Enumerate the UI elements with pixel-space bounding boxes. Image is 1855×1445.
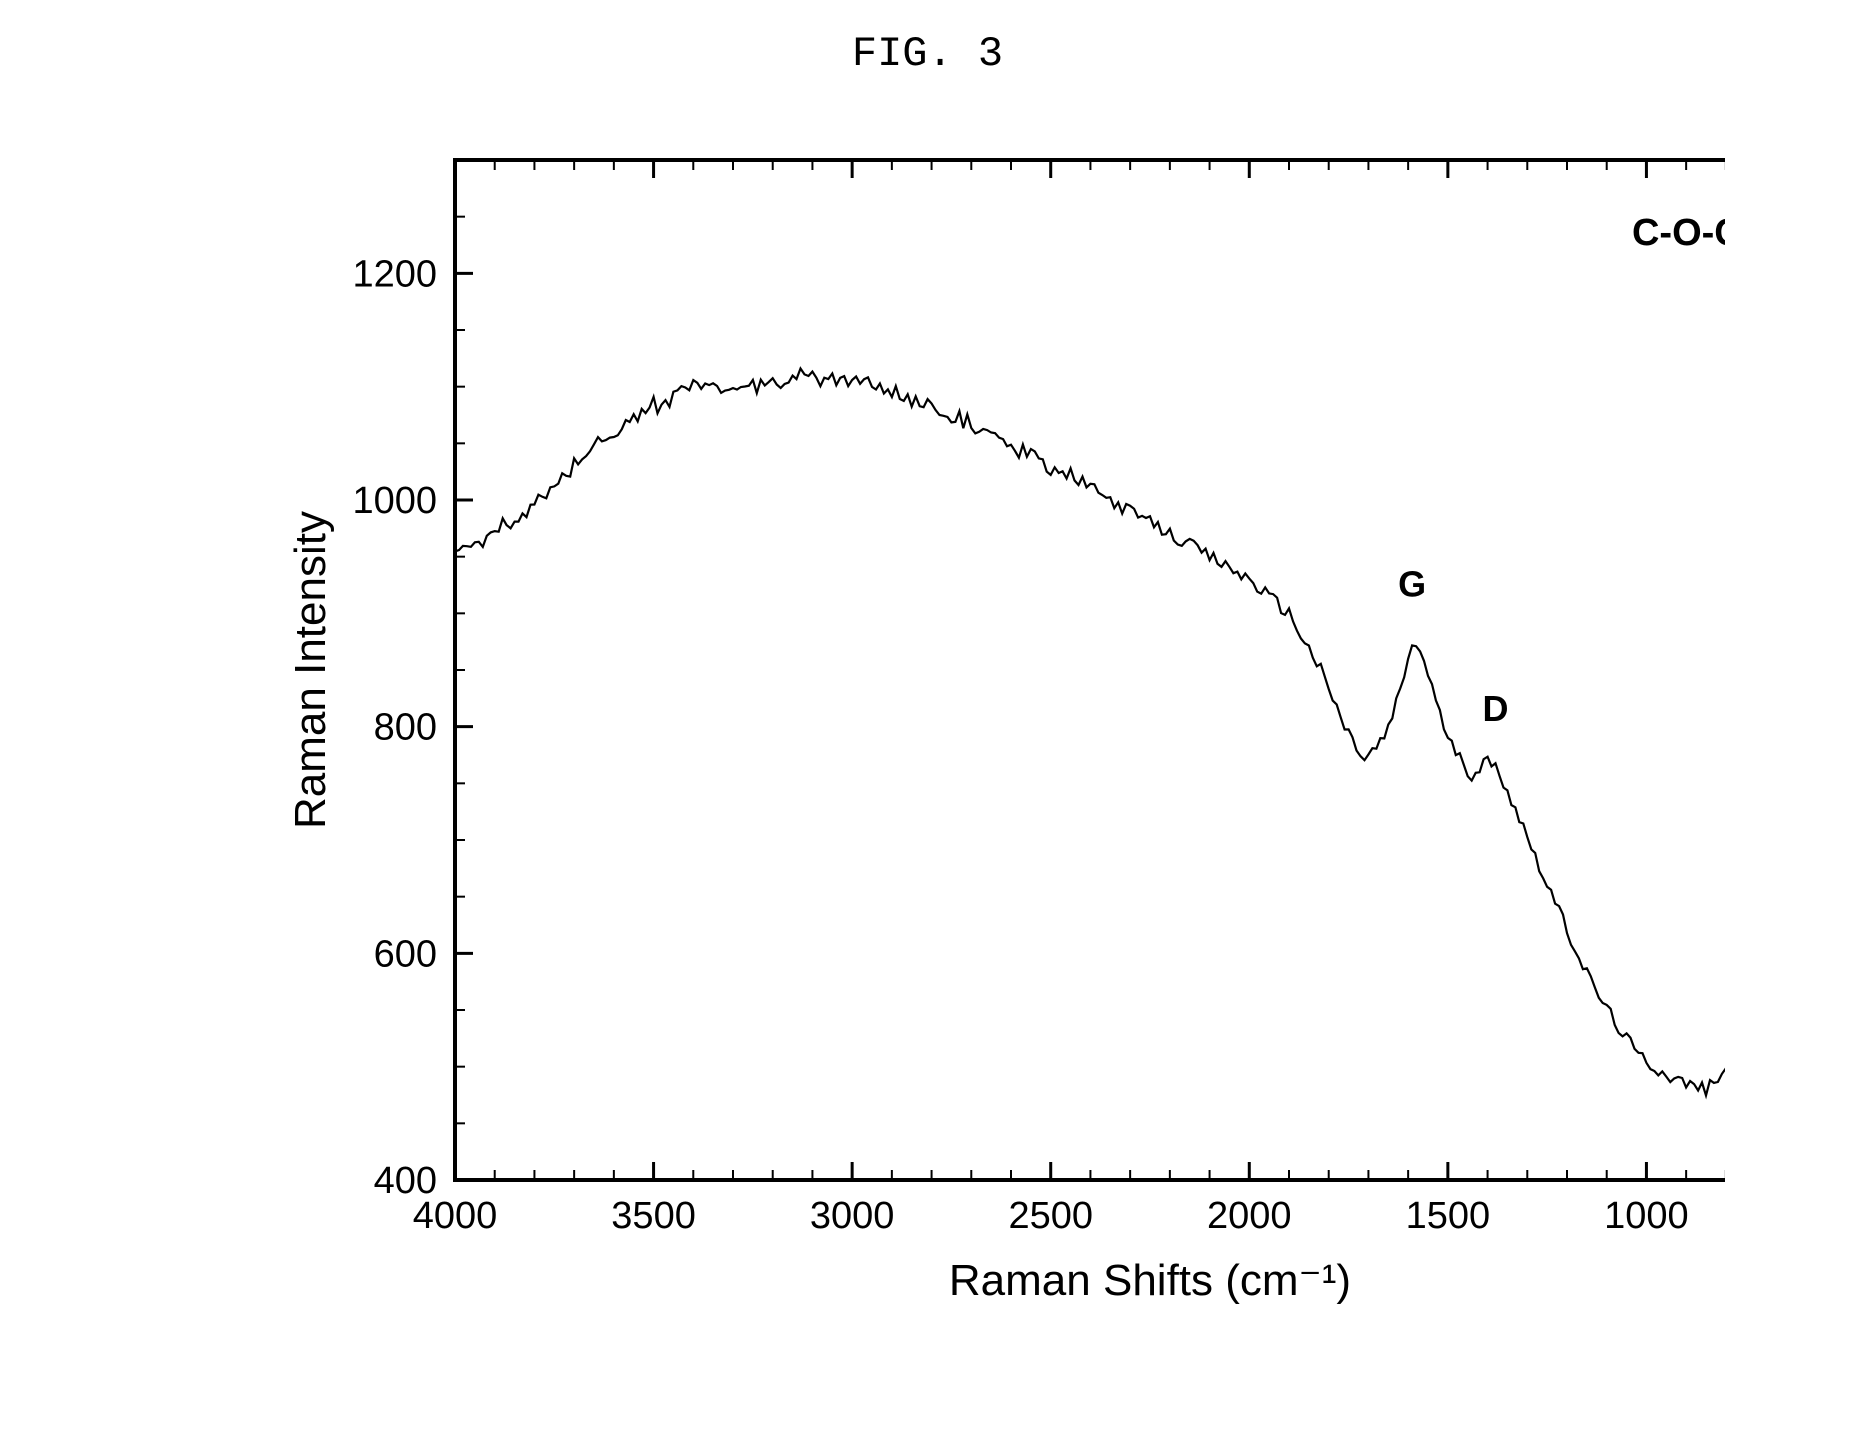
svg-text:2500: 2500 xyxy=(1008,1195,1093,1237)
svg-text:1200: 1200 xyxy=(352,253,437,295)
svg-text:2000: 2000 xyxy=(1207,1195,1292,1237)
svg-text:1000: 1000 xyxy=(1604,1195,1689,1237)
svg-text:3500: 3500 xyxy=(611,1195,696,1237)
svg-text:800: 800 xyxy=(374,707,437,749)
svg-text:D: D xyxy=(1483,688,1509,729)
svg-text:C-O-C: C-O-C xyxy=(1632,212,1725,254)
svg-text:600: 600 xyxy=(374,933,437,975)
svg-text:Raman Shifts (cm⁻¹): Raman Shifts (cm⁻¹) xyxy=(949,1256,1351,1305)
figure-title: FIG. 3 xyxy=(0,30,1855,78)
svg-text:3000: 3000 xyxy=(810,1195,895,1237)
svg-text:Raman Intensity: Raman Intensity xyxy=(286,511,335,829)
svg-text:G: G xyxy=(1398,563,1426,604)
svg-text:400: 400 xyxy=(374,1160,437,1202)
svg-text:1000: 1000 xyxy=(352,480,437,522)
raman-chart: 4000350030002500200015001000500400600800… xyxy=(150,110,1725,1360)
chart-svg: 4000350030002500200015001000500400600800… xyxy=(150,110,1725,1360)
svg-text:1500: 1500 xyxy=(1406,1195,1491,1237)
